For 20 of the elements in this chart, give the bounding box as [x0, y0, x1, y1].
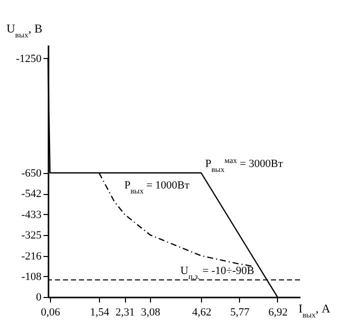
x-tick-label: 0,06 — [40, 306, 61, 318]
x-tick-label: 2,31 — [115, 306, 135, 318]
y-tick-label: -542 — [21, 188, 42, 200]
annotation: U$_{п.з.}$ = -10÷-90В — [180, 264, 254, 280]
y-tick-label: -433 — [21, 208, 42, 221]
x-axis-title: I$_{вых}$, A — [298, 302, 331, 319]
y-tick-label: -325 — [21, 229, 42, 242]
x-tick-label: 5,77 — [230, 306, 250, 318]
x-tick-label: 4,62 — [192, 306, 212, 318]
y-tick-label: -650 — [21, 167, 42, 180]
y-tick-label: 0 — [36, 292, 42, 304]
x-tick-label: 3,08 — [141, 306, 161, 318]
y-tick-label: -1250 — [16, 52, 42, 65]
x-tick-label: 6,92 — [268, 306, 288, 318]
x-tick-label: 1,54 — [90, 306, 110, 318]
y-tick-label: -216 — [21, 250, 42, 262]
annotation: P$_{вых}$$^{мах}$ = 3000Вт — [205, 155, 284, 174]
y-axis-title: U$_{вых}$, В — [6, 22, 42, 39]
y-tick-label: -108 — [21, 270, 42, 283]
annotation: P$_{вых}$ = 1000Вт — [124, 180, 190, 196]
